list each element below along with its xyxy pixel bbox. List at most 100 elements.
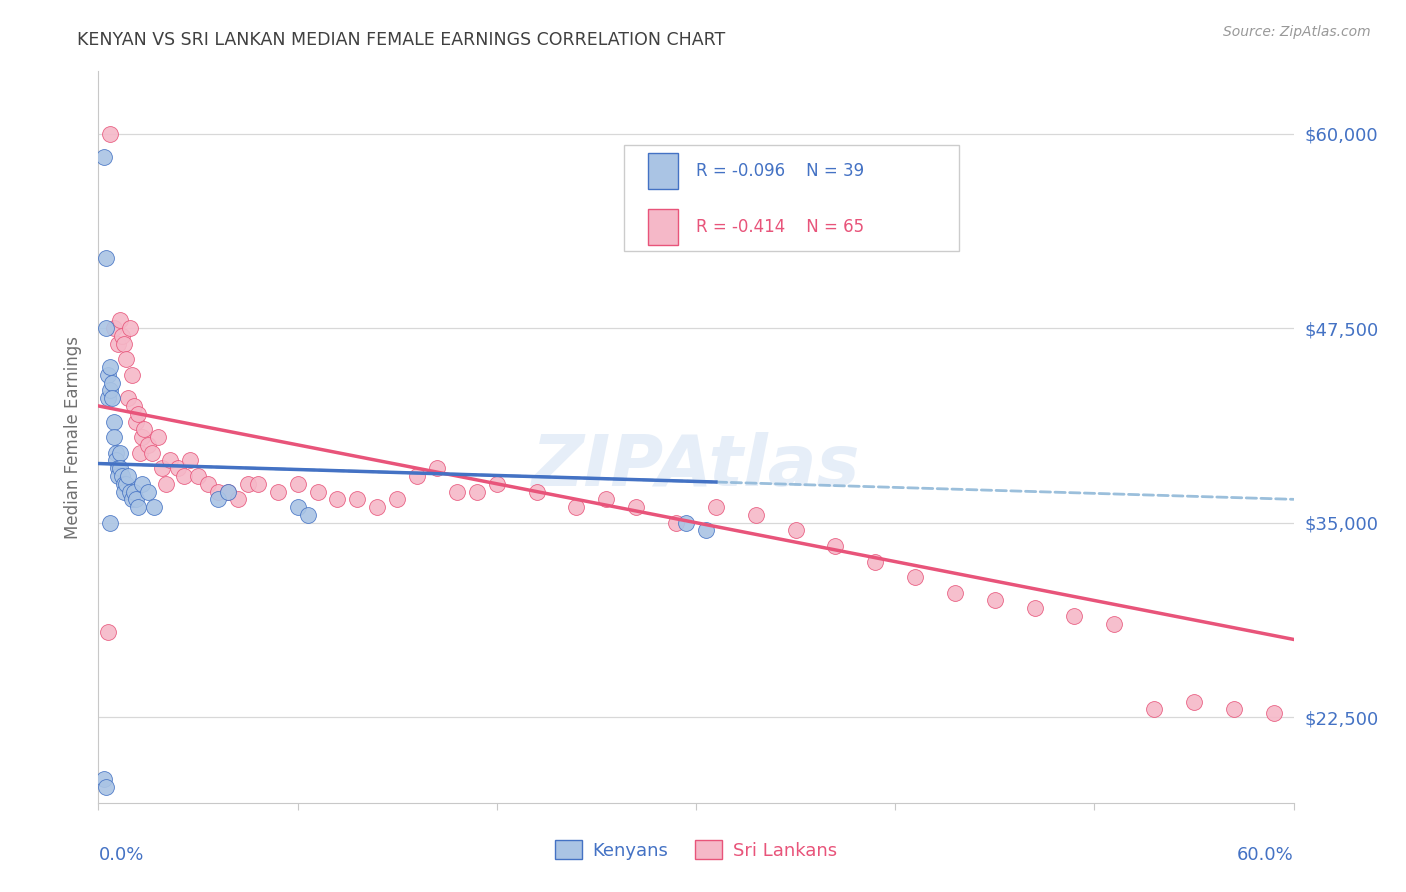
Point — [141, 445, 163, 459]
Point — [131, 476, 153, 491]
Point — [111, 469, 134, 483]
Text: R = -0.096    N = 39: R = -0.096 N = 39 — [696, 161, 865, 180]
Point — [665, 516, 688, 530]
Point — [101, 376, 124, 390]
Point — [134, 422, 156, 436]
Point — [1263, 706, 1285, 720]
Point — [121, 492, 143, 507]
Point — [112, 336, 135, 351]
Point — [297, 508, 319, 522]
Point — [103, 321, 125, 335]
Point — [125, 415, 148, 429]
Point — [97, 624, 120, 639]
Text: 0.0%: 0.0% — [98, 847, 143, 864]
Point — [236, 476, 259, 491]
Point — [148, 430, 170, 444]
Point — [745, 508, 768, 522]
Point — [97, 368, 120, 382]
Point — [98, 359, 122, 374]
Point — [125, 492, 148, 507]
Point — [406, 469, 429, 483]
Point — [565, 500, 588, 515]
Point — [150, 461, 173, 475]
Point — [865, 555, 887, 569]
Point — [824, 539, 846, 553]
Point — [1223, 702, 1246, 716]
Point — [93, 772, 115, 787]
Point — [465, 484, 488, 499]
Point — [173, 469, 195, 483]
Text: 60.0%: 60.0% — [1237, 847, 1294, 864]
Point — [159, 453, 181, 467]
Point — [96, 321, 118, 335]
Point — [446, 484, 468, 499]
Y-axis label: Median Female Earnings: Median Female Earnings — [63, 335, 82, 539]
Point — [98, 384, 122, 398]
Point — [526, 484, 548, 499]
Point — [346, 492, 368, 507]
Point — [217, 484, 239, 499]
Point — [110, 445, 132, 459]
Point — [136, 438, 159, 452]
Point — [115, 352, 138, 367]
Point — [98, 127, 122, 141]
Point — [1182, 695, 1205, 709]
Point — [1104, 616, 1126, 631]
Point — [120, 484, 142, 499]
Point — [675, 516, 697, 530]
Point — [246, 476, 269, 491]
Point — [626, 500, 648, 515]
Point — [167, 461, 190, 475]
Point — [107, 469, 129, 483]
Point — [984, 593, 1007, 607]
Text: KENYAN VS SRI LANKAN MEDIAN FEMALE EARNINGS CORRELATION CHART: KENYAN VS SRI LANKAN MEDIAN FEMALE EARNI… — [77, 31, 725, 49]
Point — [426, 461, 449, 475]
Point — [112, 484, 135, 499]
Point — [187, 469, 209, 483]
Point — [98, 516, 122, 530]
Point — [1024, 601, 1046, 615]
Text: ZIPAtlas: ZIPAtlas — [531, 432, 860, 500]
Point — [136, 484, 159, 499]
Point — [107, 336, 129, 351]
Point — [207, 492, 229, 507]
Point — [904, 570, 927, 584]
Point — [366, 500, 388, 515]
Point — [111, 329, 134, 343]
Point — [112, 476, 135, 491]
Point — [385, 492, 409, 507]
Point — [120, 321, 142, 335]
Point — [143, 500, 166, 515]
FancyBboxPatch shape — [648, 153, 678, 189]
Point — [127, 500, 149, 515]
Point — [117, 391, 139, 405]
Point — [117, 469, 139, 483]
Point — [226, 492, 249, 507]
Point — [129, 445, 152, 459]
Point — [124, 484, 146, 499]
Point — [110, 313, 132, 327]
Point — [197, 476, 219, 491]
Point — [131, 430, 153, 444]
Point — [704, 500, 727, 515]
Point — [96, 780, 118, 795]
Point — [485, 476, 508, 491]
Point — [217, 484, 239, 499]
Point — [179, 453, 201, 467]
Point — [110, 461, 132, 475]
Point — [127, 407, 149, 421]
Point — [93, 150, 115, 164]
Legend: Kenyans, Sri Lankans: Kenyans, Sri Lankans — [547, 833, 845, 867]
Point — [695, 524, 717, 538]
Text: R = -0.414    N = 65: R = -0.414 N = 65 — [696, 219, 865, 236]
Point — [155, 476, 177, 491]
Point — [107, 461, 129, 475]
Point — [287, 500, 309, 515]
Point — [101, 391, 124, 405]
Point — [121, 368, 143, 382]
FancyBboxPatch shape — [624, 145, 959, 251]
Point — [207, 484, 229, 499]
Point — [785, 524, 807, 538]
Point — [326, 492, 349, 507]
Point — [307, 484, 329, 499]
